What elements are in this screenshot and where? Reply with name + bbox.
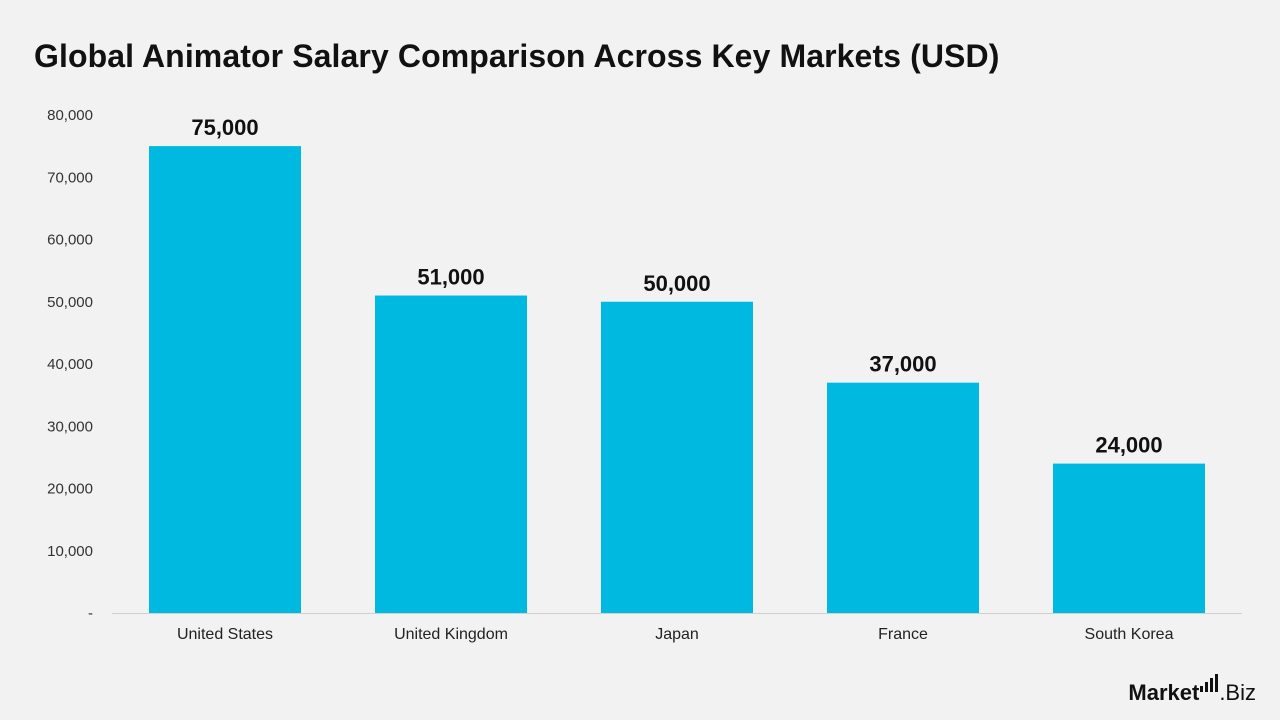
x-tick-label: South Korea (1085, 626, 1174, 643)
data-labels: 75,000 51,000 50,000 37,000 24,000 (191, 115, 1162, 457)
bar (1053, 463, 1205, 613)
bar (601, 301, 753, 613)
x-tick-label: United Kingdom (394, 626, 508, 643)
y-tick-label: - (88, 605, 93, 622)
bar (149, 146, 301, 613)
y-tick-label: 30,000 (47, 418, 93, 435)
data-label: 50,000 (643, 271, 710, 296)
bar (375, 295, 527, 613)
data-label: 24,000 (1095, 433, 1162, 458)
x-tick-label: France (878, 626, 928, 643)
data-label: 75,000 (191, 115, 258, 140)
y-tick-label: 20,000 (47, 481, 93, 498)
x-axis: United States United Kingdom Japan France So… (177, 626, 1174, 643)
y-tick-label: 50,000 (47, 294, 93, 311)
bar-chart-icon (1200, 670, 1219, 692)
y-tick-label: 40,000 (47, 356, 93, 373)
brand-logo: Market .Biz (1128, 674, 1256, 706)
data-label: 37,000 (869, 352, 936, 377)
y-tick-label: 80,000 (47, 107, 93, 124)
y-tick-label: 70,000 (47, 169, 93, 186)
brand-suffix: .Biz (1219, 680, 1256, 705)
y-tick-label: 10,000 (47, 543, 93, 560)
y-axis: - 10,000 20,000 30,000 40,000 50,000 60,000 70,… (47, 107, 93, 622)
y-tick-label: 60,000 (47, 232, 93, 249)
x-tick-label: United States (177, 626, 273, 643)
chart-title: Global Animator Salary Comparison Across… (34, 38, 1000, 74)
bars (149, 146, 1205, 613)
data-label: 51,000 (417, 265, 484, 290)
bar (827, 382, 979, 613)
brand-name: Market (1128, 680, 1200, 705)
x-tick-label: Japan (655, 626, 699, 643)
